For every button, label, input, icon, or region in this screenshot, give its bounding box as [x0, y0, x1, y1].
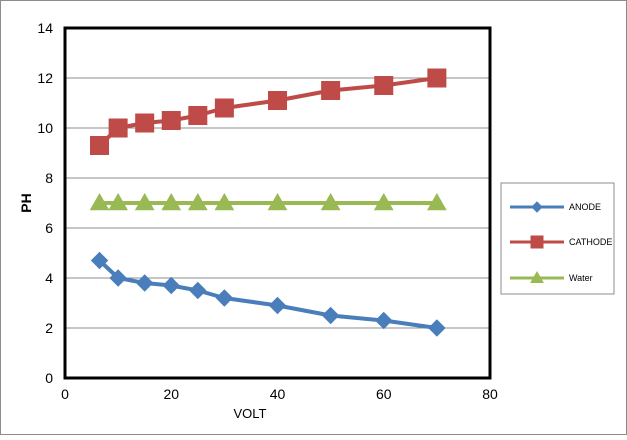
data-point [321, 81, 341, 100]
series-cathode [90, 68, 447, 155]
y-tick-label: 8 [45, 170, 53, 186]
data-point [375, 311, 393, 330]
data-point [134, 192, 155, 211]
data-point [268, 296, 287, 315]
data-point [214, 98, 234, 118]
legend-label: Water [569, 273, 593, 283]
data-point [135, 113, 155, 133]
data-point [427, 192, 447, 211]
data-point [90, 136, 110, 155]
legend: ANODE CATHODE Water [500, 182, 615, 295]
data-point [108, 192, 128, 211]
y-tick-label: 6 [45, 220, 53, 236]
legend-item-cathode: CATHODE [510, 235, 612, 249]
x-axis-title: VOLT [234, 406, 267, 421]
series-water [89, 192, 447, 211]
data-point [268, 91, 287, 110]
series-line [98, 259, 438, 330]
data-point [162, 276, 180, 295]
legend-swatch-marker [531, 201, 543, 213]
data-point [215, 289, 234, 307]
y-tick-label: 14 [37, 20, 53, 36]
data-point [89, 192, 110, 211]
x-tick-label: 60 [376, 386, 392, 402]
data-point [161, 192, 182, 211]
data-point [90, 251, 109, 270]
legend-swatch-marker [530, 270, 544, 283]
data-point [187, 192, 208, 211]
legend-box [500, 182, 615, 295]
y-axis-ticks: 0 2 4 6 8 10 12 14 [37, 20, 53, 386]
data-point [427, 68, 447, 88]
data-point [188, 106, 208, 125]
data-point [373, 192, 394, 211]
x-axis-ticks: 0 20 40 60 80 [61, 386, 498, 402]
data-point [428, 319, 446, 337]
legend-swatch-marker [530, 235, 544, 249]
x-tick-label: 0 [61, 386, 69, 402]
legend-item-water: Water [510, 270, 593, 283]
data-point [267, 192, 288, 211]
series-group [89, 68, 447, 337]
legend-item-anode: ANODE [510, 201, 601, 213]
data-point [321, 306, 340, 325]
legend-label: ANODE [569, 202, 601, 212]
x-tick-label: 80 [482, 386, 498, 402]
data-point [374, 76, 394, 95]
x-tick-label: 40 [270, 386, 286, 402]
y-tick-label: 10 [37, 120, 53, 136]
data-point [161, 111, 181, 130]
data-point [189, 281, 207, 300]
y-tick-label: 4 [45, 270, 53, 286]
plot-area-frame [63, 26, 492, 380]
data-point [320, 192, 341, 211]
series-line [98, 76, 438, 147]
data-point [214, 192, 235, 211]
y-tick-label: 2 [45, 320, 53, 336]
data-point [135, 274, 154, 292]
data-point [109, 269, 127, 287]
legend-label: CATHODE [569, 237, 612, 247]
series-anode [90, 251, 446, 337]
y-tick-label: 12 [37, 70, 53, 86]
data-point [108, 118, 128, 138]
y-tick-label: 0 [45, 370, 53, 386]
x-tick-label: 20 [163, 386, 179, 402]
y-axis-title: PH [18, 193, 34, 212]
